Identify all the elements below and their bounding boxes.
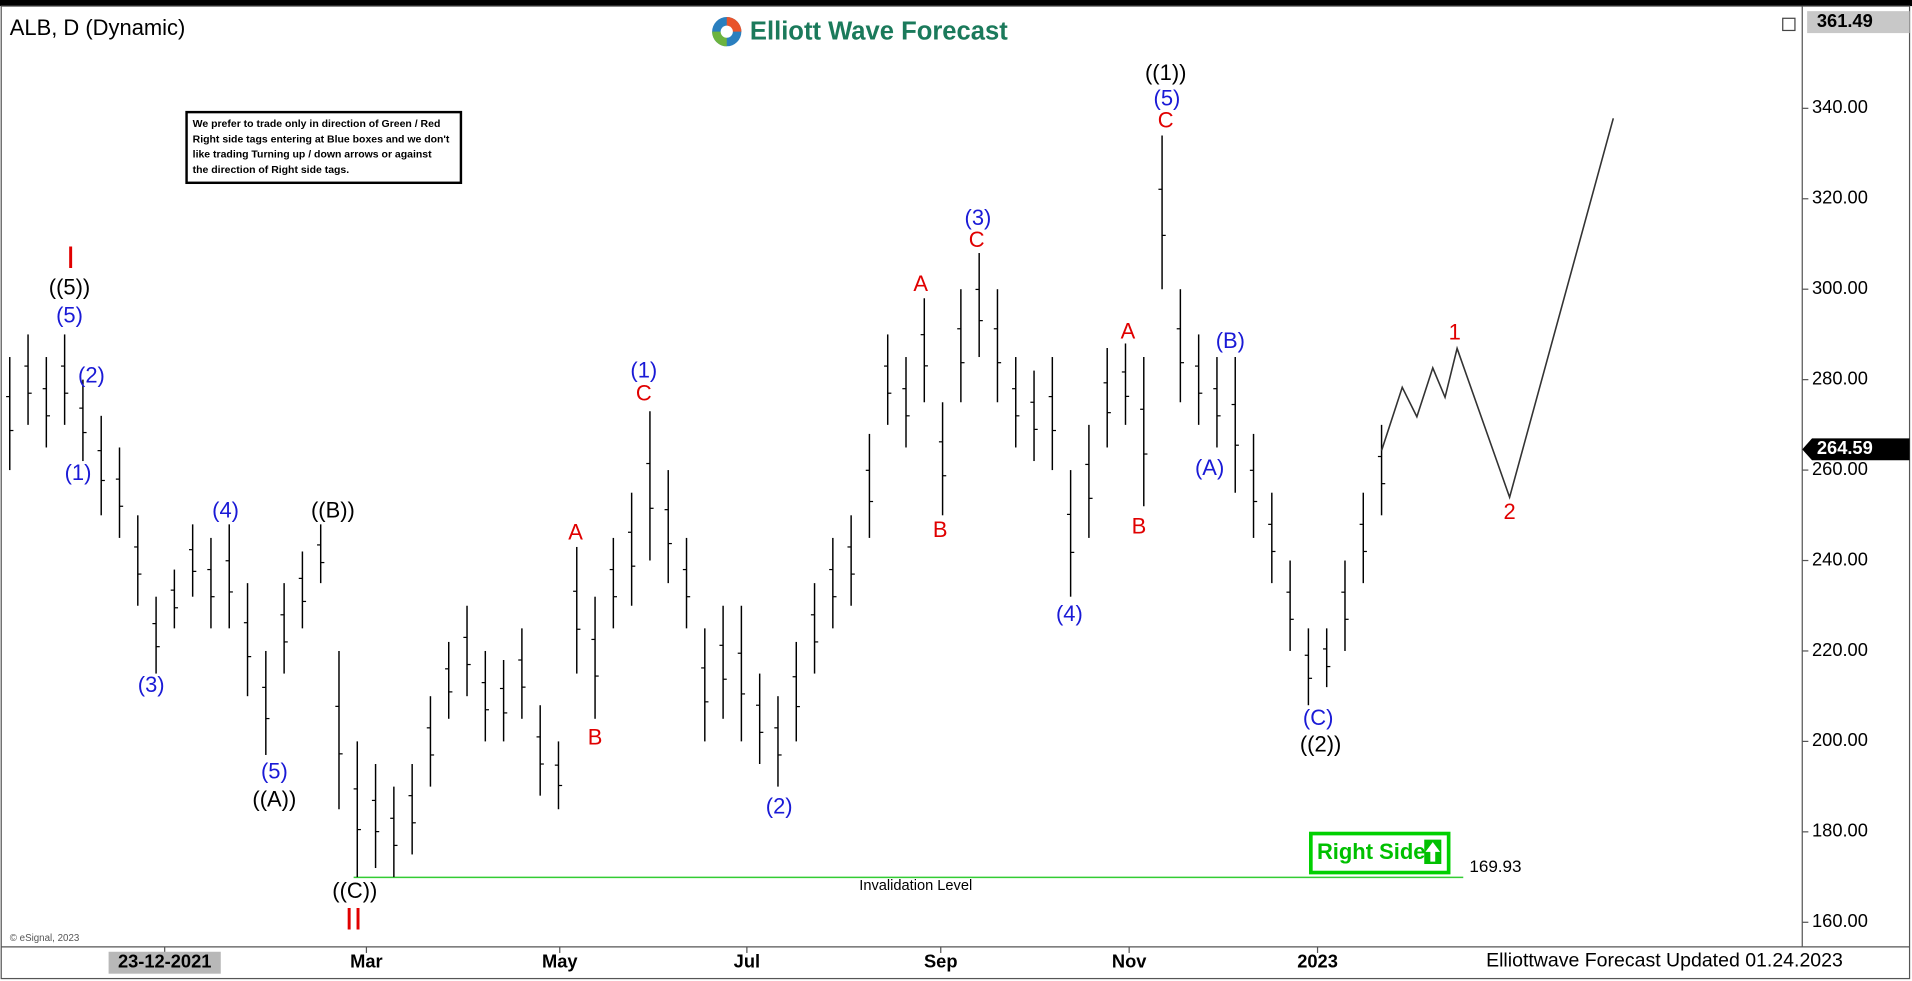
wave-label: 1 — [1449, 320, 1461, 345]
brand: Elliott Wave Forecast — [750, 18, 1008, 46]
right-side-arrow — [1425, 842, 1441, 862]
updated-note: Elliottwave Forecast Updated 01.24.2023 — [1486, 950, 1843, 972]
wave-label: I — [66, 239, 75, 275]
wave-label: ((C)) — [332, 878, 377, 903]
x-tick-label: Sep — [924, 951, 958, 972]
wave-label: (2) — [766, 794, 793, 819]
invalidation-value: 169.93 — [1469, 857, 1521, 876]
x-tick-label: 2023 — [1297, 951, 1338, 972]
x-tick-highlight — [108, 951, 221, 974]
window-icon — [1782, 17, 1796, 32]
disclaimer: We prefer to trade only in direction of … — [193, 119, 450, 176]
wave-label: (2) — [78, 362, 105, 387]
top-border — [0, 0, 1912, 7]
wave-label: (3) — [965, 205, 992, 230]
disclaimer-line: We prefer to trade only in direction of … — [193, 119, 441, 130]
wave-label: C — [636, 381, 652, 406]
disclaimer-box — [185, 110, 463, 185]
y-tick-label: 300.00 — [1812, 277, 1868, 298]
y-tick-label: 320.00 — [1812, 187, 1868, 208]
wave-label: (4) — [1056, 601, 1083, 626]
wave-label: B — [933, 517, 948, 542]
y-tick-label: 160.00 — [1812, 910, 1868, 931]
wave-label: A — [568, 520, 583, 545]
top-price-label: 361.49 — [1817, 10, 1873, 31]
last-price-tag — [1802, 438, 1910, 461]
x-tick-label: 23-12-2021 — [118, 951, 211, 972]
wave-label: C — [969, 227, 985, 252]
wave-label: (5) — [1154, 86, 1181, 111]
disclaimer-line: Right side tags entering at Blue boxes a… — [193, 134, 450, 145]
wave-label: (5) — [56, 303, 83, 328]
wave-label: (B) — [1216, 328, 1245, 353]
wave-label: (C) — [1303, 705, 1333, 730]
invalidation-label: Invalidation Level — [859, 878, 972, 894]
wave-label: C — [1158, 108, 1174, 133]
wave-label: 2 — [1503, 499, 1515, 524]
wave-label: (5) — [261, 758, 288, 783]
x-tick-label: May — [542, 951, 578, 972]
wave-label: (1) — [630, 357, 657, 382]
last-price-label: 264.59 — [1817, 437, 1873, 458]
chart-title: ALB, D (Dynamic) — [10, 15, 186, 40]
wave-label: (4) — [212, 498, 239, 523]
wave-label: II — [345, 901, 363, 937]
x-tick-label: Mar — [350, 951, 382, 972]
y-tick-label: 280.00 — [1812, 367, 1868, 388]
wave-label: B — [588, 724, 603, 749]
copyright: © eSignal, 2023 — [10, 933, 80, 944]
disclaimer-line: the direction of Right side tags. — [193, 165, 350, 176]
y-tick-label: 260.00 — [1812, 458, 1868, 479]
wave-label: (3) — [138, 672, 165, 697]
wave-label: ((5)) — [49, 275, 90, 300]
y-tick-label: 220.00 — [1812, 639, 1868, 660]
top-price-tag — [1807, 11, 1910, 34]
wave-label: (A) — [1195, 455, 1224, 480]
logo-icon — [720, 25, 733, 38]
wave-label: A — [1121, 318, 1136, 343]
wave-label: B — [1132, 513, 1147, 538]
y-tick-label: 340.00 — [1812, 96, 1868, 117]
wave-label: (1) — [65, 460, 92, 485]
wave-label: ((B)) — [311, 498, 355, 523]
x-tick-label: Nov — [1112, 951, 1147, 972]
right-side-label: Right Side — [1317, 839, 1426, 864]
disclaimer-line: like trading Turning up / down arrows or… — [193, 150, 432, 161]
y-tick-label: 180.00 — [1812, 820, 1868, 841]
logo: Elliott Wave Forecast — [712, 17, 1008, 47]
x-tick-label: Jul — [734, 951, 760, 972]
projection-line — [1380, 118, 1615, 500]
y-tick-label: 240.00 — [1812, 548, 1868, 569]
right-side-tag: Right Side — [1309, 831, 1451, 875]
wave-label: ((2)) — [1300, 732, 1341, 757]
wave-label: ((A)) — [252, 786, 296, 811]
y-tick-label: 200.00 — [1812, 729, 1868, 750]
wave-label: ((1)) — [1145, 60, 1186, 85]
wave-label: A — [913, 271, 928, 296]
frame — [0, 5, 1911, 980]
